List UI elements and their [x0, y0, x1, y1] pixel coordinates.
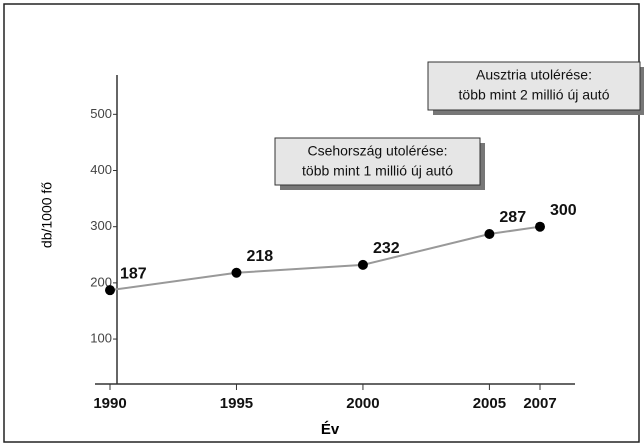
point: [231, 267, 242, 278]
annotation-box: [427, 61, 641, 111]
point: [357, 259, 368, 270]
x-tick-label: 1995: [220, 395, 253, 412]
data-label: 300: [550, 202, 577, 219]
data-label: 232: [373, 240, 400, 257]
annotation-text: több mint 2 millió új autó: [459, 87, 610, 103]
annotation-text: Csehország utolérése:: [307, 143, 447, 159]
y-tick-label: 200: [90, 274, 112, 289]
y-tick-label: 300: [90, 218, 112, 233]
x-tick-label: 1990: [93, 395, 126, 412]
annotation-text: Ausztria utolérése:: [476, 67, 592, 83]
x-tick-label: 2005: [473, 395, 506, 412]
x-tick-label: 2007: [523, 395, 556, 412]
data-label: 287: [499, 209, 526, 226]
y-tick-label: 400: [90, 162, 112, 177]
x-tick-label: 2000: [346, 395, 379, 412]
annotation-text: több mint 1 millió új autó: [302, 163, 453, 179]
y-axis-label: db/1000 fő: [39, 182, 55, 248]
point: [484, 228, 495, 239]
data-label: 187: [120, 265, 147, 282]
annotation-box: [274, 137, 481, 186]
y-tick-label: 500: [90, 106, 112, 121]
point: [535, 221, 545, 232]
x-axis-label: Év: [321, 421, 340, 438]
point: [105, 285, 115, 296]
data-label: 218: [246, 248, 273, 265]
y-tick-label: 100: [90, 330, 112, 345]
